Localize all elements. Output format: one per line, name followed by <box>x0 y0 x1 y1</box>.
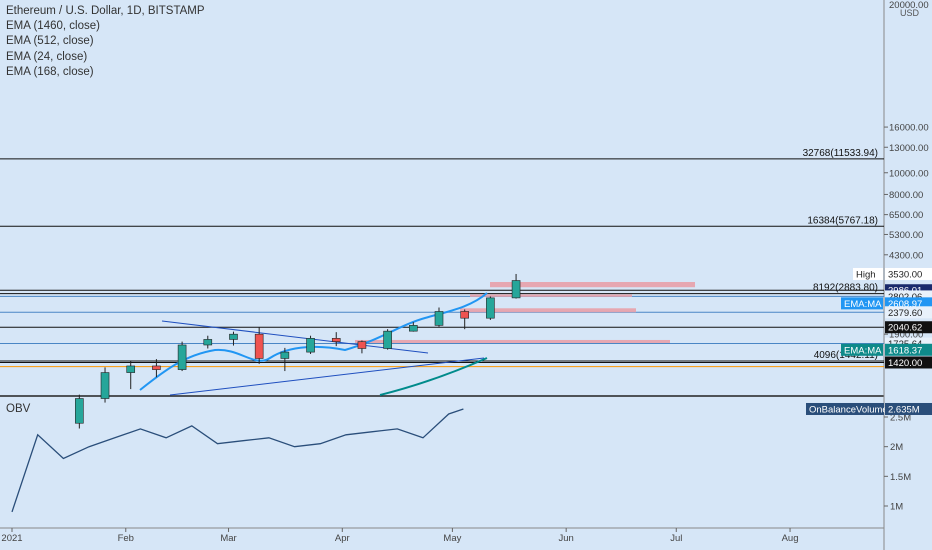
price-tag-label-bg <box>841 297 883 310</box>
price-tick-label: 16000.00 <box>889 123 929 134</box>
resistance-zone <box>355 339 670 344</box>
price-pane <box>0 0 884 395</box>
candle-body <box>409 325 418 332</box>
price-tag-label: High <box>856 269 876 280</box>
price-tick-label: 6500.00 <box>889 210 923 221</box>
price-tag-bg <box>885 267 932 280</box>
candle-body <box>203 339 213 346</box>
obv-pane <box>0 397 884 527</box>
candle-body <box>306 338 315 353</box>
candle-body <box>75 398 84 424</box>
obv-tick-label: 2M <box>890 442 903 453</box>
time-label: May <box>443 533 461 544</box>
price-tag-bg <box>885 306 932 319</box>
level-label: 32768(11533.94) <box>803 148 878 159</box>
price-tick-label: 10000.00 <box>889 168 929 179</box>
candle-body <box>434 311 444 326</box>
ema-168-line <box>379 357 488 396</box>
time-label: Aug <box>782 533 799 544</box>
currency-label: USD <box>900 8 920 18</box>
time-label: Jun <box>559 533 574 544</box>
time-label: Feb <box>118 533 134 544</box>
price-tag-label-bg <box>853 267 883 280</box>
obv-tag-value-bg <box>885 402 932 415</box>
indicator-ema-168[interactable]: EMA (168, close) <box>6 65 94 78</box>
candle-body <box>126 365 136 373</box>
price-tick-label: 5300.00 <box>889 230 923 241</box>
candle-body <box>100 372 110 399</box>
time-label: 2021 <box>1 533 22 544</box>
indicator-ema-512[interactable]: EMA (512, close) <box>6 35 94 48</box>
candle-body <box>229 333 238 340</box>
price-tag-bg <box>885 356 932 369</box>
obv-tag-label: OnBalanceVolume <box>809 404 888 415</box>
candle-body <box>152 365 161 370</box>
obv-tick-label: 1M <box>890 502 903 513</box>
ema-24-line <box>139 292 488 391</box>
price-tag-bg <box>885 321 932 334</box>
resistance-zone <box>470 294 632 297</box>
candle-body <box>511 280 521 299</box>
trendline-up <box>169 357 485 396</box>
candle-body <box>357 341 367 349</box>
legend: Ethereum / U.S. Dollar, 1D, BITSTAMP EMA… <box>6 4 205 80</box>
candle-body <box>331 338 341 342</box>
candle-body <box>280 351 290 359</box>
price-tick-label: 8000.00 <box>889 190 923 201</box>
resistance-zone <box>490 282 695 288</box>
price-tick-label: 13000.00 <box>889 143 929 154</box>
price-tag-label-bg <box>841 343 883 356</box>
obv-pane-title[interactable]: OBV <box>6 403 31 415</box>
price-tick-label-top: 20000.00 <box>889 0 929 11</box>
price-tag-value: 1420.00 <box>888 358 922 369</box>
indicator-ema-24[interactable]: EMA (24, close) <box>6 50 88 63</box>
candle-body <box>383 330 392 349</box>
price-tag-bg <box>885 343 932 356</box>
level-label: 8192(2883.80) <box>813 283 878 294</box>
time-label: Mar <box>220 533 236 544</box>
candle-body <box>486 297 495 319</box>
price-tag-value: 2040.62 <box>888 323 922 334</box>
obv-tick-label: 1.5M <box>890 472 911 483</box>
candle-body <box>460 311 469 319</box>
price-tag-value: 3530.00 <box>888 269 922 280</box>
obv-line <box>11 408 464 513</box>
price-tag-label: EMA:MA <box>844 299 882 310</box>
resistance-zone <box>460 308 636 313</box>
level-label: 16384(5767.18) <box>807 215 878 226</box>
time-label: Jul <box>670 533 682 544</box>
obv-tag-label-bg <box>806 402 884 415</box>
candle-body <box>177 344 187 370</box>
price-tag-value: 1618.37 <box>888 345 922 356</box>
obv-tag-value: 2.635M <box>888 404 920 415</box>
price-tick-label: 4300.00 <box>889 250 923 261</box>
price-tick-label: 1900.00 <box>889 330 923 341</box>
symbol-title[interactable]: Ethereum / U.S. Dollar, 1D, BITSTAMP <box>6 5 205 17</box>
price-tag-label: EMA:MA <box>844 345 882 356</box>
obv-tick-label: 2.5M <box>890 413 911 424</box>
time-label: Apr <box>335 533 350 544</box>
price-tag-value: 2608.97 <box>888 299 922 310</box>
price-tag-value: 2379.60 <box>888 308 922 319</box>
candle-body <box>254 333 264 359</box>
indicator-ema-1460[interactable]: EMA (1460, close) <box>6 20 100 33</box>
